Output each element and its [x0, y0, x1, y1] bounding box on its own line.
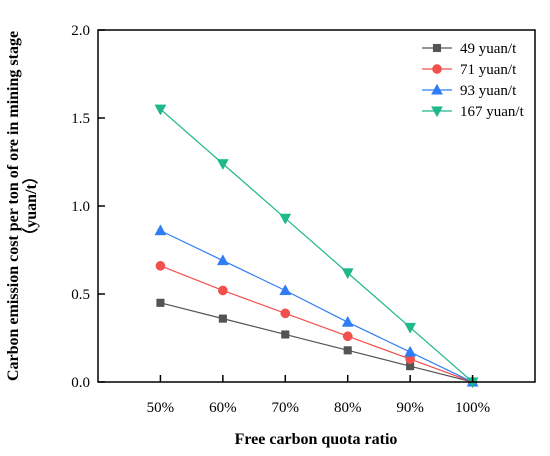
x-tick-label: 70% [272, 400, 300, 416]
y-tick-label: 2.0 [71, 23, 90, 39]
x-tick-label: 60% [209, 400, 237, 416]
y-axis-unit: （yuan/t） [22, 168, 40, 244]
legend-item: 167 yuan/t [422, 104, 525, 120]
x-tick-label: 100% [455, 400, 490, 416]
y-axis-title: Carbon emission cost per ton of ore in m… [5, 31, 22, 381]
data-point [154, 224, 167, 236]
data-point [341, 315, 354, 327]
data-point [341, 268, 354, 280]
legend-label: 49 yuan/t [460, 41, 517, 57]
x-axis-title: Free carbon quota ratio [235, 431, 398, 448]
data-point [156, 298, 165, 307]
legend-item: 49 yuan/t [422, 41, 517, 57]
legend-label: 71 yuan/t [460, 62, 517, 78]
series-2 [154, 224, 479, 387]
legend: 49 yuan/t 71 yuan/t 93 yuan/t 167 yuan/t [422, 41, 525, 120]
legend-marker [432, 64, 442, 74]
data-point [216, 159, 229, 171]
legend-label: 167 yuan/t [460, 104, 525, 120]
plot-layer [154, 104, 479, 389]
legend-marker [431, 106, 443, 118]
data-point [343, 346, 352, 355]
series-line [160, 108, 473, 383]
y-tick-label: 1.0 [71, 199, 90, 215]
y-tick-label: 0.0 [71, 375, 90, 391]
x-axis: 50% 60% 70% 80% 90% 100% [147, 375, 490, 416]
y-tick-label: 0.5 [71, 287, 90, 303]
data-point [218, 285, 228, 296]
data-point [279, 284, 292, 296]
legend-item: 93 yuan/t [422, 83, 517, 99]
series-3 [154, 104, 479, 389]
data-point [218, 314, 227, 323]
x-tick-label: 90% [396, 400, 424, 416]
series-0 [156, 298, 477, 387]
legend-marker [432, 43, 442, 53]
x-tick-label: 80% [334, 400, 362, 416]
data-point [279, 213, 292, 225]
data-point [216, 254, 229, 266]
x-tick-label: 50% [147, 400, 175, 416]
legend-item: 71 yuan/t [422, 62, 517, 78]
data-point [404, 345, 417, 357]
y-axis: 0.0 0.5 1.0 1.5 2.0 [71, 23, 105, 391]
y-tick-label: 1.5 [71, 111, 90, 127]
data-point [281, 330, 290, 339]
series-1 [155, 260, 478, 387]
series-line [160, 265, 473, 383]
series-line [160, 230, 473, 383]
data-point [342, 331, 353, 342]
data-point [280, 308, 291, 319]
data-point [404, 322, 417, 334]
series-line [160, 302, 473, 383]
data-point [155, 260, 166, 271]
legend-label: 93 yuan/t [460, 83, 517, 99]
data-point [154, 104, 167, 116]
legend-marker [431, 83, 443, 95]
